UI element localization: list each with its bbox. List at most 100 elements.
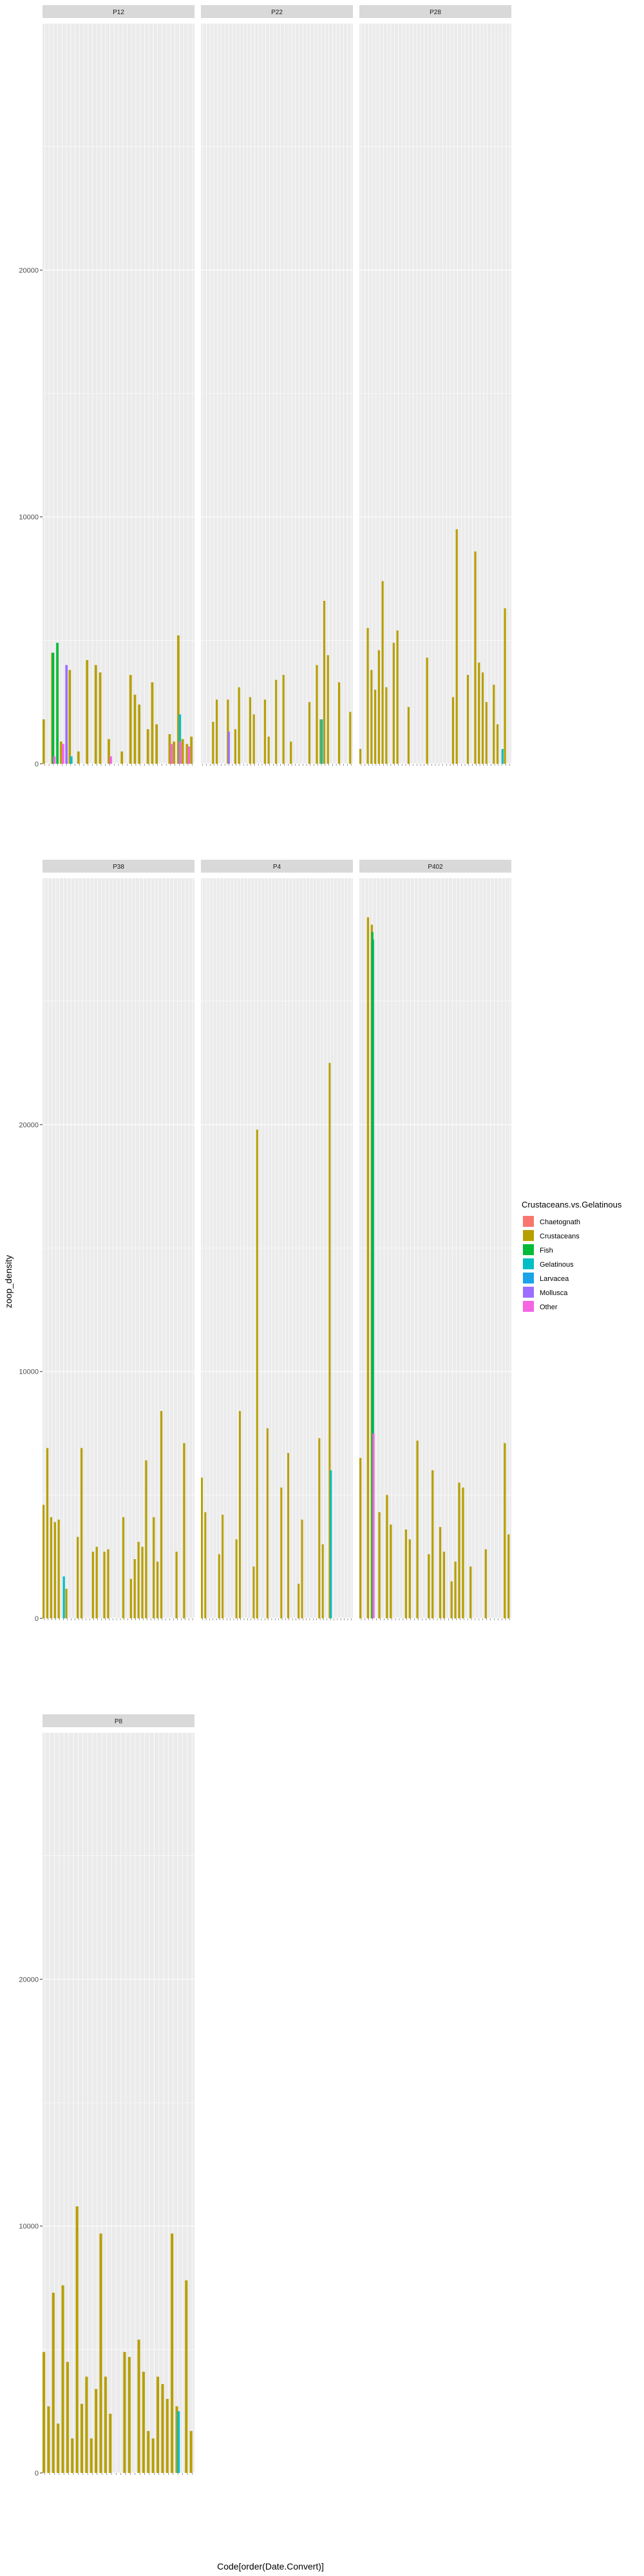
bar-crustaceans <box>428 1554 430 1618</box>
bar-crustaceans <box>61 2285 64 2473</box>
facet-p12: P12 0 10000 20000 <box>19 5 194 768</box>
bar-crustaceans <box>439 1527 442 1618</box>
legend-key-chaetognath <box>523 1216 534 1227</box>
bar-crustaceans <box>123 2352 126 2473</box>
bar-crustaceans <box>349 712 352 764</box>
bar-other <box>109 756 112 764</box>
bar-crustaceans <box>366 628 369 764</box>
bar-crustaceans <box>385 687 388 764</box>
bar-crustaceans <box>287 1453 290 1618</box>
legend-key-crustaceans <box>523 1230 534 1241</box>
y-tick-label: 10000 <box>19 1368 39 1376</box>
bar-crustaceans <box>316 665 318 764</box>
bar-mollusca <box>227 732 230 764</box>
legend-key-gelatinous <box>523 1258 534 1269</box>
bar-crustaceans <box>91 1551 94 1618</box>
bar-crustaceans <box>171 2233 174 2473</box>
legend-title: Crustaceans.vs.Gelatinous <box>522 1200 622 1209</box>
bar-crustaceans <box>404 1530 408 1618</box>
bar-crustaceans <box>263 699 267 764</box>
bar-crustaceans <box>370 670 373 764</box>
bar-crustaceans <box>462 1487 464 1618</box>
bar-crustaceans <box>337 682 341 764</box>
y-tick-label: 20000 <box>19 1121 39 1129</box>
bar-crustaceans <box>99 2233 102 2473</box>
y-tick-label: 0 <box>35 761 39 768</box>
facet-p402: P402 <box>359 860 511 1620</box>
bar-crustaceans <box>50 1517 53 1618</box>
bar-crustaceans <box>161 2384 164 2473</box>
bar-crustaceans <box>374 690 377 764</box>
bar-crustaceans <box>147 2430 150 2473</box>
bar-crustaceans <box>504 1443 506 1618</box>
bar-crustaceans <box>466 675 469 764</box>
bar-crustaceans <box>212 721 214 764</box>
bar-crustaceans <box>275 679 278 764</box>
bar-crustaceans <box>71 2438 74 2473</box>
bar-crustaceans <box>321 1544 324 1618</box>
bar-crustaceans <box>160 1411 163 1618</box>
bar-other <box>170 744 173 764</box>
bar-crustaceans <box>77 751 80 764</box>
bar-crustaceans <box>156 2376 160 2473</box>
bar-crustaceans <box>323 601 326 764</box>
bar-crustaceans <box>282 675 285 764</box>
bar-crustaceans <box>43 719 45 764</box>
bar-crustaceans <box>103 1551 106 1618</box>
bar-crustaceans <box>319 719 322 764</box>
legend-label: Gelatinous <box>540 1261 574 1269</box>
bar-crustaceans <box>392 643 395 764</box>
facet-strip-label: P402 <box>428 864 443 871</box>
bar-crustaceans <box>108 739 110 764</box>
y-tick-label: 10000 <box>19 2223 39 2231</box>
legend-label: Other <box>540 1303 558 1311</box>
legend-key-other <box>523 1301 534 1312</box>
bar-crustaceans <box>168 734 171 764</box>
bar-crustaceans <box>166 2399 169 2473</box>
facet-strip-label: P38 <box>113 864 124 871</box>
bar-crustaceans <box>90 2438 93 2473</box>
bar-crustaceans <box>318 1438 321 1618</box>
bar-gelatinous <box>177 2411 180 2473</box>
bar-crustaceans <box>145 1460 147 1618</box>
y-tick-label: 0 <box>35 1615 39 1623</box>
bar-crustaceans <box>484 1549 487 1618</box>
bar-crustaceans <box>129 675 132 764</box>
facet-p8: P8 0 10000 20000 <box>19 1714 194 2477</box>
bar-crustaceans <box>95 1546 98 1618</box>
y-tick-label: 10000 <box>19 514 39 522</box>
bar-crustaceans <box>173 741 175 764</box>
facet-p28: P28 <box>359 5 511 766</box>
bar-crustaceans <box>507 1534 510 1618</box>
bar-gelatinous <box>178 714 182 764</box>
bar-crustaceans <box>190 736 193 764</box>
facet-strip <box>201 860 353 873</box>
bar-crustaceans <box>235 1539 238 1618</box>
bar-crustaceans <box>65 1589 68 1618</box>
bar-crustaceans <box>57 1519 60 1618</box>
bar-crustaceans <box>141 1546 144 1618</box>
bar-mollusca <box>65 665 68 764</box>
bar-crustaceans <box>151 2438 155 2473</box>
bar-crustaceans <box>454 1561 457 1618</box>
bar-crustaceans <box>493 685 495 764</box>
y-tick-label: 20000 <box>19 267 39 274</box>
bar-crustaceans <box>175 2406 178 2473</box>
legend-label: Chaetognath <box>540 1218 580 1226</box>
bar-crustaceans <box>256 1130 258 1618</box>
y-tick-label: 0 <box>35 2470 39 2477</box>
bar-fish <box>56 643 59 764</box>
bar-crustaceans <box>181 739 184 764</box>
legend-label: Mollusca <box>540 1289 568 1297</box>
facet-panels: P12 0 10000 20000 P22 P28 P38 0 10000 20000 P4 P402… <box>19 5 511 2477</box>
bar-crustaceans <box>129 1578 132 1618</box>
bar-crustaceans <box>138 705 141 764</box>
bar-crustaceans <box>133 694 137 764</box>
facet-strip-label: P4 <box>273 864 281 871</box>
legend-key-larvacea <box>523 1273 534 1283</box>
facet-strip <box>201 5 353 18</box>
facet-strip-label: P12 <box>113 9 124 16</box>
bar-crustaceans <box>109 2414 112 2473</box>
bar-crustaceans <box>95 2389 98 2473</box>
